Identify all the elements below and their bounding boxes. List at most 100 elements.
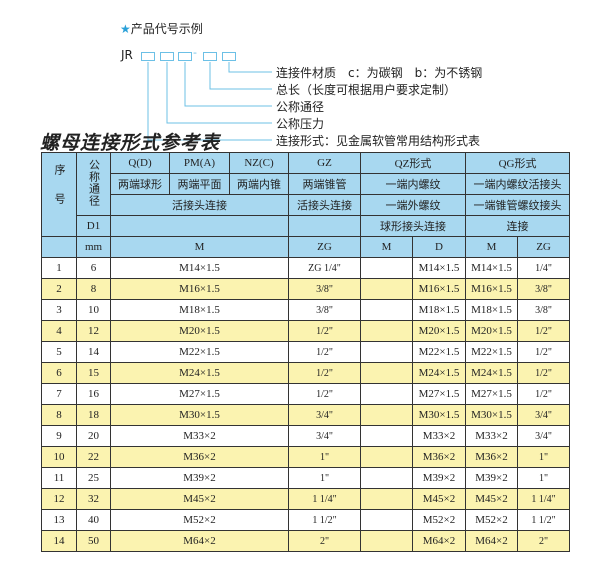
code-prefix: JR <box>121 48 133 62</box>
cell-qg-zg: 1/2" <box>517 362 571 384</box>
table-row: 1 6 M14×1.5 ZG 1/4" M14×1.5 M14×1.5 1/4" <box>41 257 571 279</box>
header-qz-m: M <box>360 236 413 258</box>
cell-no: 12 <box>41 488 77 510</box>
table-row: 12 32 M45×2 1 1/4" M45×2 M45×2 1 1/4" <box>41 488 571 510</box>
cell-qg-m: M22×1.5 <box>465 341 519 363</box>
cell-dn: 18 <box>76 404 111 426</box>
cell-zg: 1/2" <box>288 362 361 384</box>
cell-no: 14 <box>41 530 77 552</box>
cell-qg-zg: 3/8" <box>517 278 571 300</box>
header-m: M <box>110 236 289 258</box>
code-label-diameter: 公称通径 <box>276 100 325 114</box>
cell-zg: 1 1/2" <box>288 509 361 531</box>
cell-qg-m: M39×2 <box>465 467 519 489</box>
cell-qz-m <box>360 467 413 489</box>
code-label-connection: 连接形式：见金属软管常用结构形式表 <box>276 134 481 148</box>
cell-qg-m: M14×1.5 <box>465 257 519 279</box>
cell-qz-m <box>360 278 413 300</box>
cell-qz-d: M16×1.5 <box>411 278 467 300</box>
header-mm: mm <box>76 236 111 258</box>
code-label-material: 连接件材质 c：为碳钢 b：为不锈钢 <box>276 66 483 80</box>
header-pm: PM(A) <box>169 152 230 174</box>
cell-dn: 10 <box>76 299 111 321</box>
cell-zg: ZG 1/4" <box>288 257 361 279</box>
header-qz-desc: 一端内螺纹 <box>359 173 467 195</box>
cell-qg-m: M33×2 <box>465 425 519 447</box>
cell-qz-m <box>360 509 413 531</box>
table-row: 11 25 M39×2 1" M39×2 M39×2 1" <box>41 467 571 489</box>
header-dn: 公称通径 <box>76 152 111 216</box>
cell-qz-m <box>360 425 413 447</box>
header-blank <box>41 236 77 258</box>
cell-dn: 40 <box>76 509 111 531</box>
cell-no: 3 <box>41 299 77 321</box>
cell-qz-m <box>360 383 413 405</box>
cell-qg-m: M36×2 <box>465 446 519 468</box>
header-gz: GZ <box>288 152 361 174</box>
cell-dn: 50 <box>76 530 111 552</box>
cell-m: M18×1.5 <box>110 299 289 321</box>
cell-qg-zg: 1" <box>517 446 571 468</box>
cell-qg-zg: 1/2" <box>517 341 571 363</box>
cell-no: 6 <box>41 362 77 384</box>
header-blank <box>288 215 361 237</box>
header-qz-desc2: 一端外螺纹 <box>359 194 467 216</box>
cell-qz-m <box>360 404 413 426</box>
cell-qz-m <box>360 530 413 552</box>
cell-qg-m: M20×1.5 <box>465 320 519 342</box>
header-seq: 序号 <box>41 152 77 237</box>
header-qz: QZ形式 <box>359 152 467 174</box>
cell-qz-d: M39×2 <box>411 467 467 489</box>
cell-dn: 15 <box>76 362 111 384</box>
table-row: 3 10 M18×1.5 3/8" M18×1.5 M18×1.5 3/8" <box>41 299 571 321</box>
header-gz-desc: 两端锥管 <box>288 173 361 195</box>
header-dn-text: 公称通径 <box>87 158 100 207</box>
nut-connection-table: 序号 公称通径 Q(D) PM(A) NZ(C) GZ QZ形式 QG形式 两端… <box>41 152 571 552</box>
cell-qg-zg: 2" <box>517 530 571 552</box>
cell-qz-d: M45×2 <box>411 488 467 510</box>
cell-qg-zg: 1/2" <box>517 383 571 405</box>
header-qg-desc3: 连接 <box>465 215 571 237</box>
cell-qg-m: M18×1.5 <box>465 299 519 321</box>
cell-no: 8 <box>41 404 77 426</box>
cell-zg: 1/2" <box>288 383 361 405</box>
cell-zg: 3/4" <box>288 404 361 426</box>
cell-qz-d: M20×1.5 <box>411 320 467 342</box>
cell-qz-d: M24×1.5 <box>411 362 467 384</box>
cell-qz-d: M14×1.5 <box>411 257 467 279</box>
header-blank <box>110 215 289 237</box>
table-row: 4 12 M20×1.5 1/2" M20×1.5 M20×1.5 1/2" <box>41 320 571 342</box>
code-box <box>222 52 236 61</box>
table-row: 5 14 M22×1.5 1/2" M22×1.5 M22×1.5 1/2" <box>41 341 571 363</box>
cell-zg: 3/4" <box>288 425 361 447</box>
cell-qg-zg: 1/2" <box>517 320 571 342</box>
cell-qg-m: M16×1.5 <box>465 278 519 300</box>
header-qg-desc: 一端内螺纹活接头 <box>465 173 571 195</box>
cell-zg: 3/8" <box>288 299 361 321</box>
header-union: 活接头连接 <box>110 194 289 216</box>
code-box <box>160 52 174 61</box>
header-pm-desc: 两端平面 <box>169 173 230 195</box>
cell-qz-m <box>360 341 413 363</box>
table-row: 13 40 M52×2 1 1/2" M52×2 M52×2 1 1/2" <box>41 509 571 531</box>
cell-no: 7 <box>41 383 77 405</box>
table-row: 9 20 M33×2 3/4" M33×2 M33×2 3/4" <box>41 425 571 447</box>
header-nz: NZ(C) <box>229 152 289 174</box>
header-q: Q(D) <box>110 152 170 174</box>
header-qg-zg: ZG <box>517 236 571 258</box>
cell-zg: 1/2" <box>288 341 361 363</box>
cell-qg-zg: 1/4" <box>517 257 571 279</box>
header-qg-desc2: 一端锥管螺纹接头 <box>465 194 571 216</box>
cell-qz-m <box>360 488 413 510</box>
header-q-desc: 两端球形 <box>110 173 170 195</box>
cell-m: M30×1.5 <box>110 404 289 426</box>
cell-dn: 22 <box>76 446 111 468</box>
cell-qg-m: M64×2 <box>465 530 519 552</box>
cell-m: M36×2 <box>110 446 289 468</box>
cell-zg: 1 1/4" <box>288 488 361 510</box>
cell-m: M64×2 <box>110 530 289 552</box>
cell-qg-zg: 1 1/4" <box>517 488 571 510</box>
cell-no: 4 <box>41 320 77 342</box>
code-leader-lines <box>147 62 272 141</box>
cell-qz-m <box>360 257 413 279</box>
